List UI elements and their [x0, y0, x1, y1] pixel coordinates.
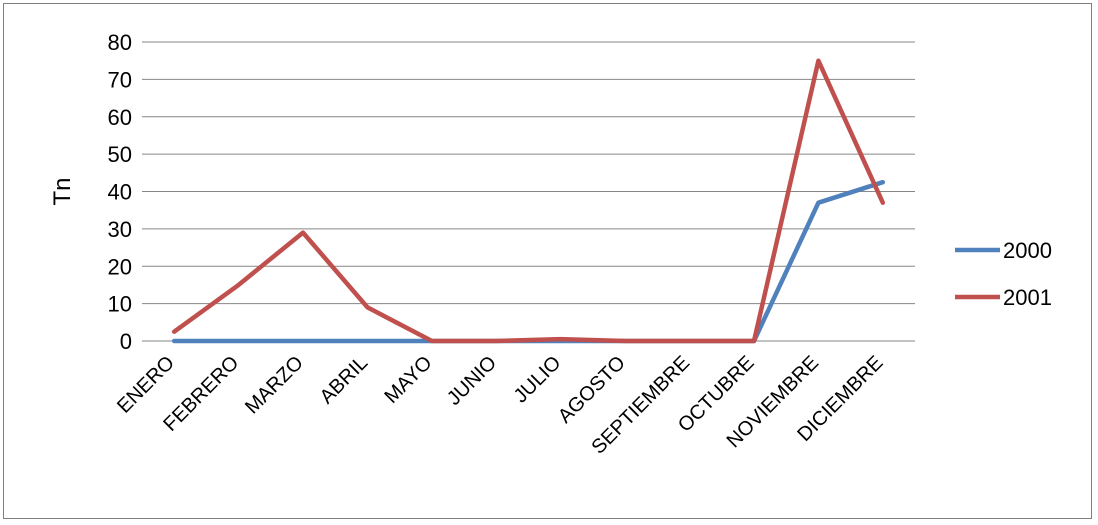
x-tick-label: JULIO [510, 352, 566, 408]
y-tick-label: 10 [108, 292, 132, 317]
y-tick-label: 30 [108, 217, 132, 242]
y-axis-ticks: 0 10 20 30 40 50 60 70 80 [108, 30, 132, 354]
series-line-2000 [171, 179, 886, 344]
y-axis-label: Tn [49, 177, 76, 205]
x-tick-label: ABRIL [316, 352, 372, 408]
y-tick-label: 20 [108, 254, 132, 279]
y-tick-label: 60 [108, 105, 132, 130]
y-tick-label: 80 [108, 30, 132, 55]
y-tick-label: 70 [108, 67, 132, 92]
legend: 2000 2001 [955, 238, 1052, 310]
x-tick-label: ENERO [113, 352, 179, 418]
series-line-2001 [171, 58, 886, 344]
legend-label: 2000 [1003, 238, 1052, 263]
y-tick-label: 50 [108, 142, 132, 167]
x-tick-label: MARZO [241, 352, 308, 419]
y-tick-label: 0 [120, 329, 132, 354]
gridlines [142, 41, 915, 342]
x-tick-label: MAYO [380, 352, 436, 408]
chart-frame [3, 3, 1092, 519]
x-tick-label: JUNIO [443, 352, 501, 410]
series-lines [171, 58, 886, 344]
legend-label: 2001 [1003, 285, 1052, 310]
y-tick-label: 40 [108, 180, 132, 205]
